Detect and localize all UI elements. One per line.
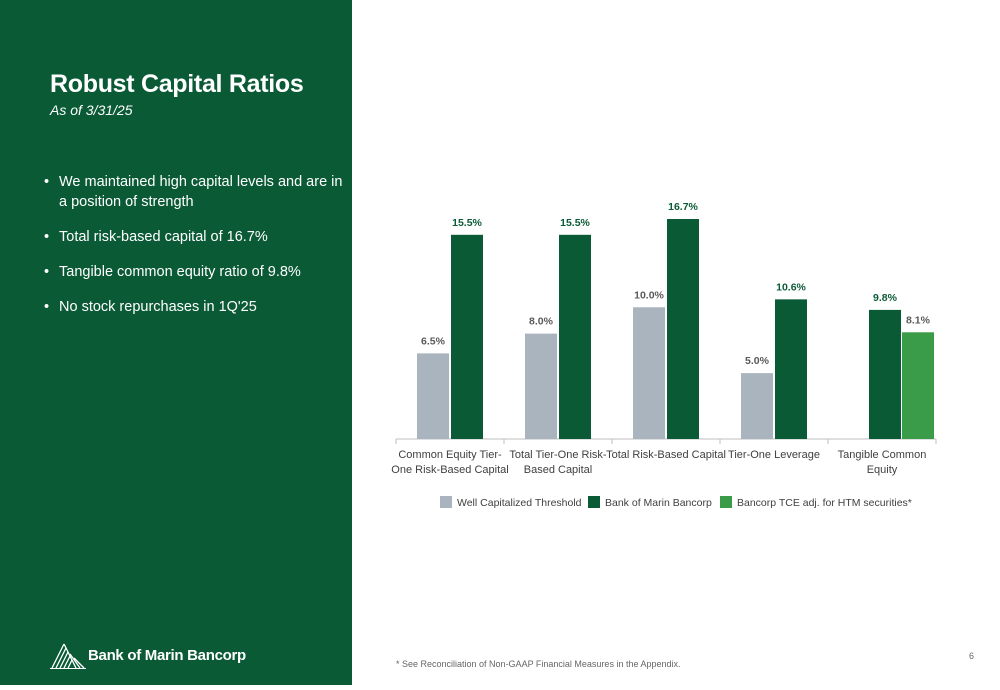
- slide-subtitle: As of 3/31/25: [50, 102, 133, 118]
- data-label: 16.7%: [668, 201, 698, 213]
- x-tick-label: Based Capital: [524, 464, 593, 476]
- bar-bancorp: [559, 234, 591, 439]
- bar-threshold: [633, 307, 665, 439]
- bullet-item: • Total risk-based capital of 16.7%: [44, 227, 344, 247]
- bullet-dot-icon: •: [44, 299, 50, 315]
- bar-tce-adj: [902, 332, 934, 439]
- bullet-text: No stock repurchases in 1Q'25: [59, 299, 257, 315]
- data-label: 5.0%: [745, 355, 770, 367]
- slide-title: Robust Capital Ratios: [50, 70, 304, 98]
- data-label: 15.5%: [560, 217, 590, 229]
- legend-label: Bancorp TCE adj. for HTM securities*: [737, 497, 912, 509]
- bullet-item: • No stock repurchases in 1Q'25: [44, 297, 344, 317]
- footnote: * See Reconciliation of Non-GAAP Financi…: [396, 659, 681, 669]
- bar-bancorp: [451, 234, 483, 439]
- bullet-dot-icon: •: [44, 264, 50, 280]
- data-label: 15.5%: [452, 217, 482, 229]
- bullet-item: • We maintained high capital levels and a…: [44, 172, 344, 212]
- data-label: 9.8%: [873, 292, 898, 304]
- legend-swatch: [588, 496, 600, 508]
- logo-mark-icon: [50, 643, 86, 669]
- page-number: 6: [968, 651, 974, 661]
- company-logo: Bank of Marin Bancorp: [50, 640, 246, 670]
- legend-swatch: [720, 496, 732, 508]
- logo-text: Bank of Marin Bancorp: [88, 646, 246, 664]
- legend-swatch: [440, 496, 452, 508]
- data-label: 8.0%: [529, 316, 554, 328]
- legend-label: Well Capitalized Threshold: [457, 497, 582, 509]
- bullet-item: • Tangible common equity ratio of 9.8%: [44, 262, 344, 282]
- bullet-dot-icon: •: [44, 229, 50, 245]
- bar-threshold: [417, 353, 449, 439]
- bullet-text: Total risk-based capital of 16.7%: [59, 229, 268, 245]
- x-tick-label: One Risk-Based Capital: [391, 464, 508, 476]
- chart-area: 6.5% 15.5% Common Equity Tier- One Risk-Bas…: [352, 0, 1000, 685]
- data-label: 8.1%: [906, 314, 931, 326]
- bullet-dot-icon: •: [44, 174, 50, 190]
- bar-bancorp: [775, 299, 807, 439]
- capital-ratios-chart: 6.5% 15.5% Common Equity Tier- One Risk-Bas…: [391, 201, 937, 509]
- x-tick-label: Tangible Common: [838, 449, 927, 461]
- legend-label: Bank of Marin Bancorp: [605, 497, 712, 509]
- data-label: 10.6%: [776, 281, 806, 293]
- x-tick-label: Common Equity Tier-: [398, 449, 502, 461]
- bullet-text: Tangible common equity ratio of 9.8%: [59, 264, 301, 280]
- data-label: 10.0%: [634, 289, 664, 301]
- x-tick-label: Tier-One Leverage: [728, 449, 820, 461]
- left-panel: Robust Capital Ratios As of 3/31/25 • We …: [0, 0, 352, 685]
- bar-bancorp: [667, 219, 699, 439]
- bullet-text: We maintained high capital levels and ar…: [59, 174, 343, 210]
- x-tick-label: Equity: [867, 464, 898, 476]
- bar-threshold: [741, 373, 773, 439]
- data-label: 6.5%: [421, 335, 446, 347]
- x-tick-label: Total Tier-One Risk-: [509, 449, 607, 461]
- bar-threshold: [525, 333, 557, 439]
- x-tick-label: Total Risk-Based Capital: [606, 449, 726, 461]
- bullet-list: • We maintained high capital levels and a…: [44, 172, 344, 332]
- bar-bancorp: [869, 309, 901, 439]
